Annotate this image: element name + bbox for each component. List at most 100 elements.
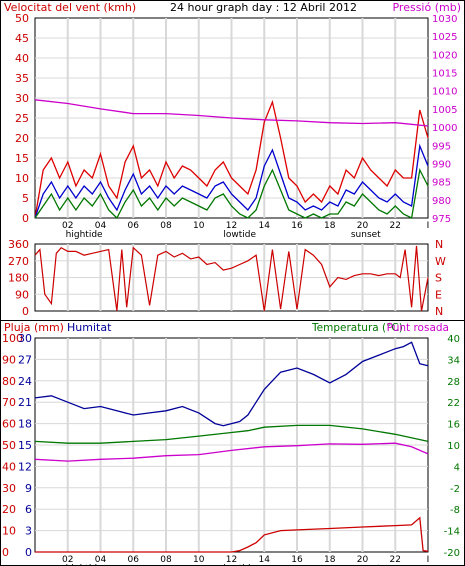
temperature-y-tick-label: 22 [447,398,460,409]
rain-y-tick-label-hum: 10 [2,525,16,538]
pressure-y-tick-label: 980 [432,196,451,207]
humidity-x-tick-label: I [427,555,430,565]
temperature-y-tick-label: -2 [450,484,460,495]
humidity-x-tick-label: 16 [291,555,303,565]
humidity-y-tick-label: 0 [25,546,32,559]
wind-x-tick-label: 20 [357,221,369,231]
temperature-y-tick-label: 4 [454,462,460,473]
humidity-marker-hightide: hightide [66,564,103,566]
humidity-y-tick-label: 12 [18,460,32,473]
wind-y-tick-label: 30 [15,92,29,105]
temperature-y-tick-label: 40 [447,334,460,345]
humidity-x-tick-label: 14 [259,555,271,565]
pressure-y-tick-label: 1005 [432,105,457,116]
humidity-x-tick-label: 04 [95,555,107,565]
humidity-y-tick-label: 6 [25,503,32,516]
temperature-y-tick-label: -8 [450,505,460,516]
humidity-marker-lowtide: lowtide [223,564,256,566]
temperature-y-tick-label: 34 [447,355,460,366]
humidity-y-tick-label: 27 [18,353,32,366]
temperature-label: Temperatura (°C) [311,322,403,334]
temperature-y-tick-label: 10 [447,441,460,452]
series-humidity-line [34,341,429,427]
wind-y-tick-label: 0 [22,212,29,225]
series-direction-line [34,245,429,312]
temperature-y-tick-label: -14 [444,527,460,538]
series-low-line [34,167,429,220]
rain-y-tick-label-hum: 60 [2,418,16,431]
temperature-y-tick-label: 28 [447,377,460,388]
humidity-label: Humitat [67,321,112,334]
dewpoint-label: Punt rosada [387,322,449,334]
wind-x-tick-label: 12 [226,221,237,231]
temperature-y-tick-label: -20 [444,548,460,559]
rain-y-tick-label-hum: 70 [2,396,16,409]
wind-x-tick-label: 08 [160,221,172,231]
temperature-y-tick-label: 16 [447,420,460,431]
humidity-x-tick-label: 10 [193,555,205,565]
humidity-y-tick-label: 18 [18,418,32,431]
direction-y-tick-label: 0 [22,305,29,318]
pressure-y-tick-label: 975 [432,214,451,225]
humidity-y-tick-label: 15 [18,439,32,452]
direction-y-tick-label: 270 [8,255,29,268]
compass-label: E [435,288,442,301]
wind-x-tick-label: 16 [291,221,303,231]
rain-y-tick-label-hum: 0 [2,546,9,559]
compass-label: N [435,305,443,318]
wind-x-tick-label: 14 [259,221,271,231]
direction-y-tick-label: 90 [15,288,29,301]
series-temperature-line [34,424,429,444]
rain-y-tick-label-hum: 30 [2,482,16,495]
humidity-x-tick-label: 06 [128,555,140,565]
humidity-marker-sunset: sunset [351,564,381,566]
chart-title: 24 hour graph day : 12 Abril 2012 [170,1,357,14]
wind-y-tick-label: 25 [15,112,29,125]
series-dewpoint-line [34,442,429,462]
humidity-x-tick-label: 02 [62,555,73,565]
compass-label: S [435,272,442,285]
wind-speed-label: Velocitat del vent (kmh) [4,1,136,14]
humidity-y-tick-label: 9 [25,482,32,495]
pressure-y-tick-label: 1025 [432,32,457,43]
humidity-y-tick-label: 3 [25,525,32,538]
pressure-y-tick-label: 1020 [432,50,457,61]
wind-x-tick-label: 22 [390,221,401,231]
wind-marker-hightide: hightide [66,230,103,240]
rain-y-tick-label-hum: 100 [2,332,23,345]
wind-x-tick-label: 10 [193,221,205,231]
humidity-x-tick-label: 20 [357,555,369,565]
series-average-line [34,143,429,219]
wind-y-tick-label: 20 [15,132,29,145]
rain-y-tick-label-hum: 50 [2,439,16,452]
humidity-y-tick-label: 21 [18,396,32,409]
wind-x-tick-label: 04 [95,221,107,231]
wind-y-tick-label: 50 [15,12,29,25]
rain-label: Pluja (mm) [4,321,64,334]
series-gust-line [34,99,429,219]
compass-label: N [435,238,443,251]
humidity-y-tick-label: 24 [18,375,32,388]
humidity-x-tick-label: 08 [160,555,172,565]
wind-y-tick-label: 5 [22,192,29,205]
wind-y-tick-label: 45 [15,32,29,45]
series-rain-line [35,516,429,553]
compass-label: W [435,255,446,268]
pressure-y-tick-label: 1030 [432,14,457,25]
pressure-y-tick-label: 1000 [432,123,457,134]
rain-y-tick-label-hum: 20 [2,503,16,516]
direction-y-tick-label: 180 [8,272,29,285]
wind-x-tick-label: 06 [128,221,140,231]
wind-marker-sunset: sunset [351,230,381,240]
pressure-y-tick-label: 995 [432,141,451,152]
humidity-x-tick-label: 22 [390,555,401,565]
pressure-y-tick-label: 985 [432,178,451,189]
wind-marker-lowtide: lowtide [223,230,256,240]
wind-y-tick-label: 10 [15,172,29,185]
rain-y-tick-label-hum: 90 [2,353,16,366]
pressure-y-tick-label: 1015 [432,69,457,80]
wind-x-tick-label: 18 [324,221,336,231]
wind-x-tick-label: 02 [62,221,73,231]
